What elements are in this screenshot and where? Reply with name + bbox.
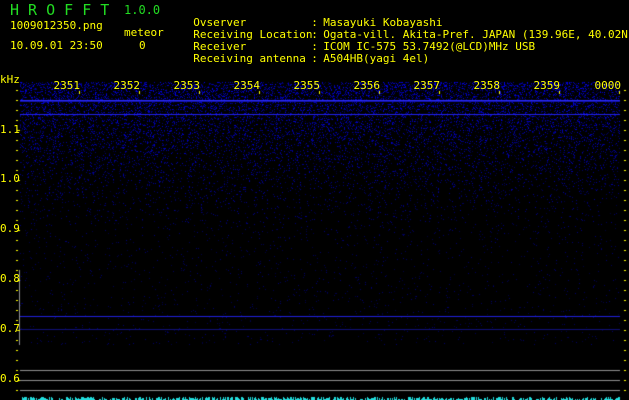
x-tick-label: 2353	[173, 79, 201, 92]
y-tick-label: 1.1	[0, 123, 20, 136]
x-tick-label: 2355	[293, 79, 321, 92]
y-tick-label: 0.7	[0, 322, 20, 335]
x-tick-label: 2354	[233, 79, 261, 92]
x-tick-label: 2357	[413, 79, 441, 92]
x-tick-label: 2352	[113, 79, 141, 92]
file-name: 1009012350.png	[10, 19, 103, 32]
y-axis-unit: kHz	[0, 73, 20, 86]
info-key: Receiving Location	[193, 28, 313, 41]
info-observer: Ovserver: Masayuki Kobayashi	[180, 3, 442, 29]
x-tick-label: 2356	[353, 79, 381, 92]
info-receiver: Receiver: ICOM IC-575 53.7492(@LCD)MHz US…	[180, 27, 535, 53]
x-tick-label: 2359	[533, 79, 561, 92]
info-value: A504HB(yagi 4el)	[323, 52, 430, 65]
app-version: 1.0.0	[124, 3, 161, 17]
x-tick-label: 2358	[473, 79, 501, 92]
meteor-label: meteor	[124, 26, 164, 39]
info-key: Receiving antenna	[193, 52, 306, 65]
info-key: Receiver	[193, 40, 247, 53]
info-key: Ovserver	[193, 16, 247, 29]
y-tick-label: 0.9	[0, 222, 20, 235]
info-value: Ogata-vill. Akita-Pref. JAPAN (139.96E, …	[323, 28, 629, 41]
info-antenna: Receiving antenna: A504HB(yagi 4el)	[180, 39, 429, 65]
app-title: H R O F F T	[10, 1, 110, 19]
x-tick-label: 0000	[594, 79, 622, 92]
info-value: Masayuki Kobayashi	[323, 16, 443, 29]
y-tick-label: 1.0	[0, 172, 20, 185]
date-time: 10.09.01 23:50	[10, 39, 103, 52]
info-value: ICOM IC-575 53.7492(@LCD)MHz USB	[323, 40, 536, 53]
y-tick-label: 0.8	[0, 272, 20, 285]
meteor-count: 0	[139, 39, 146, 52]
info-sep: :	[311, 40, 318, 53]
info-sep: :	[311, 52, 318, 65]
info-location: Receiving Location: Ogata-vill. Akita-Pre…	[180, 15, 629, 41]
y-tick-label: 0.6	[0, 372, 20, 385]
info-sep: :	[311, 16, 318, 29]
info-sep: :	[311, 28, 318, 41]
x-tick-label: 2351	[53, 79, 81, 92]
